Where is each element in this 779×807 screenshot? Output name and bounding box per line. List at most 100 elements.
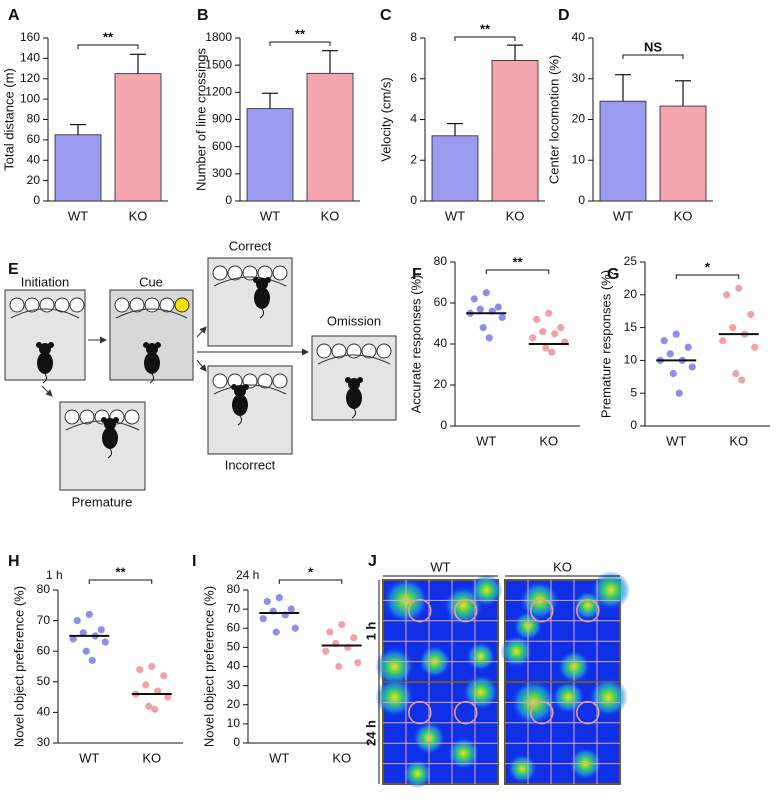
stage-label: Correct	[229, 238, 272, 253]
arc	[10, 308, 80, 319]
arrow	[196, 359, 207, 372]
y-tick-label: 10	[624, 353, 638, 367]
dot	[735, 284, 743, 292]
dot	[548, 348, 556, 356]
dot	[688, 363, 696, 371]
arc	[213, 384, 287, 395]
y-tick-label: 20	[227, 697, 241, 711]
dot	[470, 295, 478, 303]
mouse-tail	[107, 448, 113, 459]
significance: **	[512, 254, 523, 269]
y-tick-label: 40	[434, 336, 448, 350]
dot	[69, 635, 77, 643]
y-tick-label: 40	[27, 152, 41, 166]
dot	[533, 315, 541, 323]
mouse-head	[256, 278, 268, 290]
mouse-body	[346, 387, 362, 409]
significance-bracket	[269, 41, 331, 46]
dot	[148, 662, 156, 671]
y-tick-label: 160	[20, 30, 40, 44]
mouse-head	[104, 418, 116, 430]
panel-label: F	[412, 266, 422, 283]
dot	[85, 610, 93, 619]
dot	[259, 615, 267, 623]
dot	[729, 324, 737, 332]
bar	[431, 135, 479, 202]
panel-label: A	[8, 7, 20, 24]
dot	[660, 337, 668, 345]
nose-hole	[129, 297, 145, 313]
dot	[136, 665, 144, 674]
mouse-tail	[42, 373, 48, 384]
nose-hole	[272, 265, 288, 281]
arc	[213, 276, 287, 287]
y-axis-label: Number of line crossings	[193, 47, 208, 191]
nose-hole	[361, 343, 377, 359]
x-tick-label: KO	[321, 208, 340, 223]
panel-label: H	[8, 553, 20, 570]
dot	[545, 309, 553, 317]
y-axis-label: Total distance (m)	[1, 68, 16, 171]
y-axis-label: Center locomotion (%)	[546, 55, 561, 184]
subtitle: 24 h	[236, 568, 259, 582]
x-tick-label: WT	[613, 208, 633, 223]
mouse-body	[102, 427, 118, 449]
y-axis-label: Novel object preference (%)	[201, 586, 216, 747]
dot	[723, 291, 731, 299]
dot	[666, 350, 674, 358]
significance-bracket	[622, 54, 684, 59]
arrow	[41, 385, 53, 397]
bar	[54, 134, 102, 202]
object-zone	[454, 700, 478, 725]
significance-bracket	[77, 44, 139, 49]
significance: **	[115, 564, 126, 579]
mouse-ear	[36, 342, 42, 348]
mouse-ear	[143, 342, 149, 348]
heat-spot	[552, 681, 585, 714]
stage-label: Initiation	[21, 274, 69, 289]
object-zone	[408, 598, 432, 623]
column-label: KO	[553, 559, 572, 574]
x-tick-label: WT	[79, 750, 99, 765]
y-tick-label: 0	[440, 418, 447, 432]
bar	[306, 72, 354, 202]
nose-hole	[316, 343, 332, 359]
y-tick-label: 20	[27, 173, 41, 187]
subtitle: 1 h	[46, 568, 63, 582]
significance: **	[103, 29, 114, 44]
panel-label: E	[8, 261, 19, 278]
y-tick-label: 15	[624, 320, 638, 334]
dot	[326, 628, 334, 636]
row-label: 24 h	[363, 720, 378, 746]
dot	[539, 328, 547, 336]
y-tick-label: 80	[227, 582, 241, 596]
mouse-ear	[253, 277, 259, 283]
nose-hole	[212, 265, 228, 281]
y-tick-label: 0	[233, 735, 240, 749]
y-tick-label: 2	[410, 152, 417, 166]
dot	[751, 343, 759, 351]
heat-spot	[466, 642, 496, 671]
dot	[732, 369, 740, 378]
x-tick-label: WT	[68, 208, 88, 223]
dot	[747, 310, 755, 319]
nose-hole	[242, 265, 258, 281]
y-tick-label: 1800	[205, 30, 232, 44]
mouse-ear	[265, 277, 271, 283]
nose-hole	[39, 297, 55, 313]
nose-hole	[257, 373, 273, 389]
mouse-head	[39, 343, 51, 355]
heat-spot	[463, 674, 499, 710]
dot	[738, 376, 746, 384]
object-zone	[530, 598, 554, 623]
mouse-ear	[155, 342, 161, 348]
x-tick-label: KO	[332, 750, 351, 765]
y-tick-label: 300	[212, 166, 232, 180]
significance: **	[295, 26, 306, 41]
mouse-body	[144, 352, 160, 374]
x-tick-label: WT	[666, 433, 686, 448]
significance-bracket	[675, 274, 740, 279]
significance: *	[308, 564, 314, 579]
y-tick-label: 20	[572, 112, 586, 126]
panel-label: B	[197, 7, 209, 24]
